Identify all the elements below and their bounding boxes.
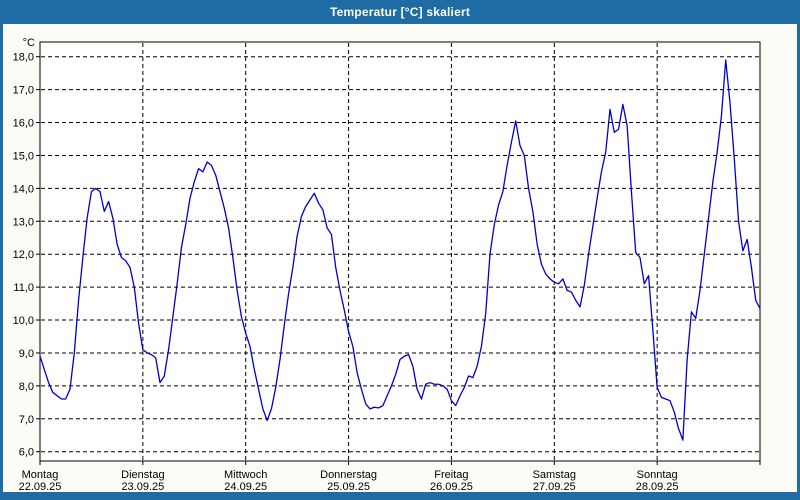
window-border-bottom (0, 492, 800, 500)
x-day-label: Dienstag (121, 469, 164, 481)
y-axis-label: 16,0 (13, 118, 34, 130)
window-titlebar: Temperatur [°C] skaliert (0, 0, 800, 24)
plot-area (40, 42, 760, 461)
x-date-label: 23.09.25 (121, 481, 164, 493)
y-axis-label: 6,0 (19, 447, 34, 459)
temperature-line (39, 59, 761, 441)
y-axis-label: 17,0 (13, 85, 34, 97)
y-axis-label: 8,0 (19, 381, 34, 393)
window-border-right (797, 24, 800, 500)
x-day-label: Sonntag (637, 469, 678, 481)
y-axis-label: 9,0 (19, 348, 34, 360)
y-axis-label: 11,0 (13, 282, 34, 294)
x-date-label: 25.09.25 (327, 481, 370, 493)
x-date-label: 28.09.25 (636, 481, 679, 493)
x-day-label: Freitag (434, 469, 468, 481)
y-axis-label: 18,0 (13, 52, 34, 64)
x-day-label: Mittwoch (224, 469, 267, 481)
window-title: Temperatur [°C] skaliert (329, 5, 471, 19)
x-date-label: 22.09.25 (19, 481, 62, 493)
x-date-label: 26.09.25 (430, 481, 473, 493)
y-axis-label: 12,0 (13, 249, 34, 261)
window-border-left (0, 24, 3, 500)
y-axis-label: 14,0 (13, 183, 34, 195)
y-axis-label: 15,0 (13, 150, 34, 162)
x-day-label: Montag (22, 469, 59, 481)
y-axis-label: 7,0 (19, 414, 34, 426)
x-date-label: 24.09.25 (224, 481, 267, 493)
x-day-label: Donnerstag (320, 469, 377, 481)
y-axis-unit-label: °C (23, 37, 35, 49)
y-axis-label: 10,0 (13, 315, 34, 327)
y-axis-label: 13,0 (13, 216, 34, 228)
plot-frame (39, 41, 761, 462)
x-date-label: 27.09.25 (533, 481, 576, 493)
x-day-label: Samstag (533, 469, 576, 481)
